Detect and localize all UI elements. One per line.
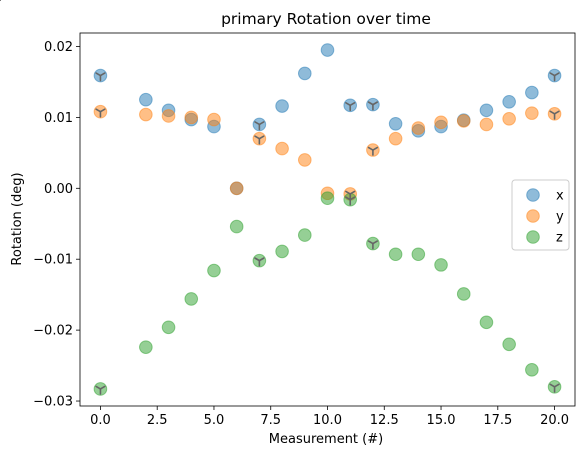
series-x-point	[503, 95, 516, 108]
series-z-point	[140, 341, 153, 354]
series-z-point	[185, 293, 198, 306]
series-z-point	[298, 229, 311, 242]
legend-label-x: x	[556, 189, 564, 204]
series-y-point	[276, 142, 289, 155]
series-z-point	[503, 338, 516, 351]
y-tick-label: −0.03	[33, 395, 73, 410]
series-x-point	[321, 44, 334, 57]
series-y-point	[140, 108, 153, 121]
series-z-point	[435, 259, 448, 272]
series-x-point	[389, 117, 402, 130]
series-z-point	[457, 288, 470, 301]
series-y-point	[185, 111, 198, 124]
x-tick-label: 10.0	[313, 413, 342, 428]
legend-label-z: z	[556, 231, 563, 246]
series-x-point	[298, 67, 311, 80]
series-z-point	[230, 220, 243, 233]
series-z-point	[526, 364, 539, 377]
legend: xyz	[512, 180, 569, 250]
series-x-point	[526, 86, 539, 99]
legend-marker-y	[527, 210, 540, 223]
series-y-point	[435, 116, 448, 129]
legend-marker-x	[527, 189, 540, 202]
series-z-point	[321, 192, 334, 205]
series-y-point	[457, 115, 470, 128]
y-tick-label: 0.02	[44, 40, 73, 55]
y-tick-label: 0.00	[44, 182, 73, 197]
series-y-point	[412, 122, 425, 135]
x-tick-label: 15.0	[427, 413, 456, 428]
legend-label-y: y	[556, 210, 564, 225]
series-x-point	[276, 100, 289, 113]
series-y-point	[526, 107, 539, 120]
x-tick-label: 0.0	[90, 413, 111, 428]
x-tick-label: 5.0	[204, 413, 225, 428]
series-z-point	[480, 316, 493, 329]
y-tick-label: 0.01	[44, 111, 73, 126]
series-y-point	[389, 132, 402, 145]
plot-background	[80, 33, 575, 406]
series-x-point	[140, 93, 153, 106]
series-y-point	[230, 182, 243, 195]
legend-marker-z	[527, 231, 540, 244]
series-z-point	[389, 248, 402, 261]
y-tick-label: −0.02	[33, 324, 73, 339]
chart-title: primary Rotation over time	[221, 10, 431, 28]
series-z-point	[276, 245, 289, 258]
series-x-point	[480, 104, 493, 117]
plot-area: 0.0 2.5 5.0 7.5 10.0 12.5 15.0 17.5 20.0 −0.03 −0…	[0, 0, 575, 428]
series-y-point	[480, 118, 493, 131]
series-y-point	[503, 113, 516, 126]
y-axis-label: Rotation (deg)	[10, 172, 25, 265]
x-tick-label: 12.5	[370, 413, 399, 428]
x-tick-label: 2.5	[147, 413, 168, 428]
x-tick-label: 20.0	[540, 413, 569, 428]
series-z-point	[412, 248, 425, 261]
series-y-point	[208, 113, 221, 126]
series-z-point	[162, 321, 175, 334]
x-tick-label: 17.5	[483, 413, 512, 428]
series-z-point	[208, 264, 221, 277]
x-axis-label: Measurement (#)	[269, 432, 383, 447]
y-tick-label: −0.01	[33, 253, 73, 268]
x-tick-label: 7.5	[260, 413, 281, 428]
series-y-point	[298, 154, 311, 167]
series-y-point	[162, 110, 175, 123]
